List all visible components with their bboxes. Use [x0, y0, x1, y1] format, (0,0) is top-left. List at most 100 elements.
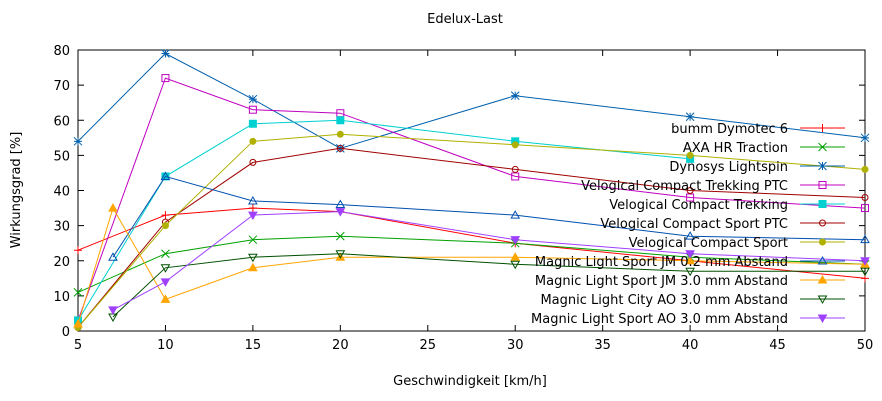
- data-point-marker: [161, 211, 170, 220]
- data-point-marker: [160, 278, 171, 287]
- legend-entry: Magnic Light Sport JM 0.2 mm Abstand: [535, 255, 845, 270]
- data-point-marker: [817, 314, 828, 324]
- series: [73, 203, 870, 328]
- data-point-marker: [860, 234, 870, 244]
- data-point-marker: [160, 171, 171, 180]
- marker-plus: [818, 124, 827, 132]
- data-point-marker: [336, 130, 344, 138]
- data-point-marker: [686, 151, 694, 159]
- data-point-marker: [248, 94, 258, 104]
- series-line: [77, 77, 866, 321]
- data-point-marker: [335, 208, 346, 217]
- data-point-marker: [860, 257, 870, 266]
- data-point-marker: [818, 161, 827, 171]
- x-axis-label: Geschwindigkeit [km/h]: [393, 374, 547, 389]
- y-tick-label: 10: [53, 290, 70, 305]
- legend-entry: Velogical Compact Trekking PTC: [581, 179, 845, 194]
- marker-triangle-down: [108, 313, 118, 322]
- marker-triangle-down: [685, 267, 695, 277]
- data-point-marker: [510, 236, 521, 245]
- data-point-marker: [860, 133, 870, 143]
- legend-entry: Velogical Compact Trekking: [609, 198, 845, 213]
- legend-label: Magnic Light Sport JM 0.2 mm Abstand: [535, 255, 788, 270]
- marker-square: [336, 116, 345, 125]
- series-layer: [73, 49, 870, 331]
- series: [108, 208, 870, 315]
- legend-label: AXA HR Traction: [683, 141, 788, 156]
- marker-triangle-down: [817, 314, 828, 324]
- marker-triangle-down: [510, 236, 521, 245]
- marker-triangle: [248, 196, 258, 205]
- marker-circle: [336, 144, 344, 152]
- marker-triangle-down: [108, 306, 118, 315]
- series-line: [77, 206, 866, 325]
- marker-triangle: [860, 234, 870, 244]
- marker-circle: [511, 165, 519, 173]
- x-tick-label: 50: [857, 338, 874, 353]
- data-point-marker: [108, 203, 118, 212]
- marker-triangle-down: [248, 211, 258, 221]
- marker-star: [510, 91, 520, 101]
- data-point-marker: [685, 250, 695, 259]
- data-point-marker: [511, 172, 520, 181]
- marker-square: [861, 204, 869, 213]
- marker-triangle-down: [510, 260, 521, 270]
- marker-circle: [686, 151, 694, 159]
- legend-label: Magnic Light Sport JM 3.0 mm Abstand: [535, 274, 788, 289]
- data-point-marker: [108, 313, 118, 322]
- data-point-marker: [248, 119, 257, 128]
- data-point-marker: [249, 137, 257, 145]
- data-point-marker: [860, 267, 870, 277]
- series-line: [112, 175, 866, 258]
- marker-circle: [861, 194, 869, 202]
- marker-star: [248, 94, 258, 104]
- data-point-marker: [248, 262, 258, 272]
- data-point-marker: [248, 211, 258, 221]
- data-point-marker: [73, 318, 83, 328]
- series-line: [77, 119, 691, 321]
- marker-square: [248, 105, 257, 114]
- marker-circle: [249, 158, 257, 166]
- y-tick-label: 60: [53, 114, 70, 129]
- marker-triangle-down: [248, 253, 258, 263]
- data-point-marker: [861, 194, 869, 202]
- x-tick-label: 40: [682, 338, 699, 353]
- data-point-marker: [861, 165, 869, 173]
- data-point-marker: [511, 165, 519, 173]
- y-tick-label: 20: [53, 255, 70, 270]
- data-point-marker: [248, 235, 258, 245]
- marker-triangle-down: [335, 250, 346, 259]
- marker-circle: [161, 222, 169, 230]
- marker-circle: [819, 219, 826, 227]
- marker-triangle-down: [817, 295, 828, 305]
- marker-square: [511, 172, 520, 181]
- axes: 5 10 15 20 25 30 35 40 45 50 0 10 20 30 40 50 60 70 80: [53, 44, 873, 353]
- marker-triangle-down: [860, 257, 870, 266]
- marker-triangle: [248, 262, 258, 272]
- marker-triangle: [73, 318, 83, 328]
- data-point-marker: [248, 253, 258, 263]
- data-point-marker: [819, 238, 826, 246]
- data-point-marker: [336, 144, 344, 152]
- legend-label: Velogical Compact Sport PTC: [600, 217, 788, 232]
- data-point-marker: [817, 295, 828, 305]
- data-point-marker: [861, 204, 869, 213]
- marker-plus: [248, 204, 257, 213]
- y-axis-label: Wirkungsgrad [%]: [9, 132, 24, 249]
- data-point-marker: [108, 306, 118, 315]
- marker-triangle: [510, 252, 521, 261]
- marker-triangle: [817, 274, 828, 284]
- data-point-marker: [818, 200, 827, 208]
- legend: bumm Dymotec 6 AXA HR Traction Dynosys Lig…: [531, 122, 845, 327]
- y-tick-label: 70: [53, 79, 70, 94]
- marker-square: [686, 193, 695, 202]
- legend-label: bumm Dymotec 6: [671, 122, 788, 137]
- data-point-marker: [510, 91, 520, 101]
- marker-cross: [161, 249, 170, 259]
- legend-label: Dynosys Lightspin: [669, 160, 788, 175]
- chart-title: Edelux-Last: [427, 12, 503, 27]
- marker-plus: [161, 211, 170, 220]
- marker-triangle: [108, 203, 118, 212]
- marker-cross: [818, 142, 827, 152]
